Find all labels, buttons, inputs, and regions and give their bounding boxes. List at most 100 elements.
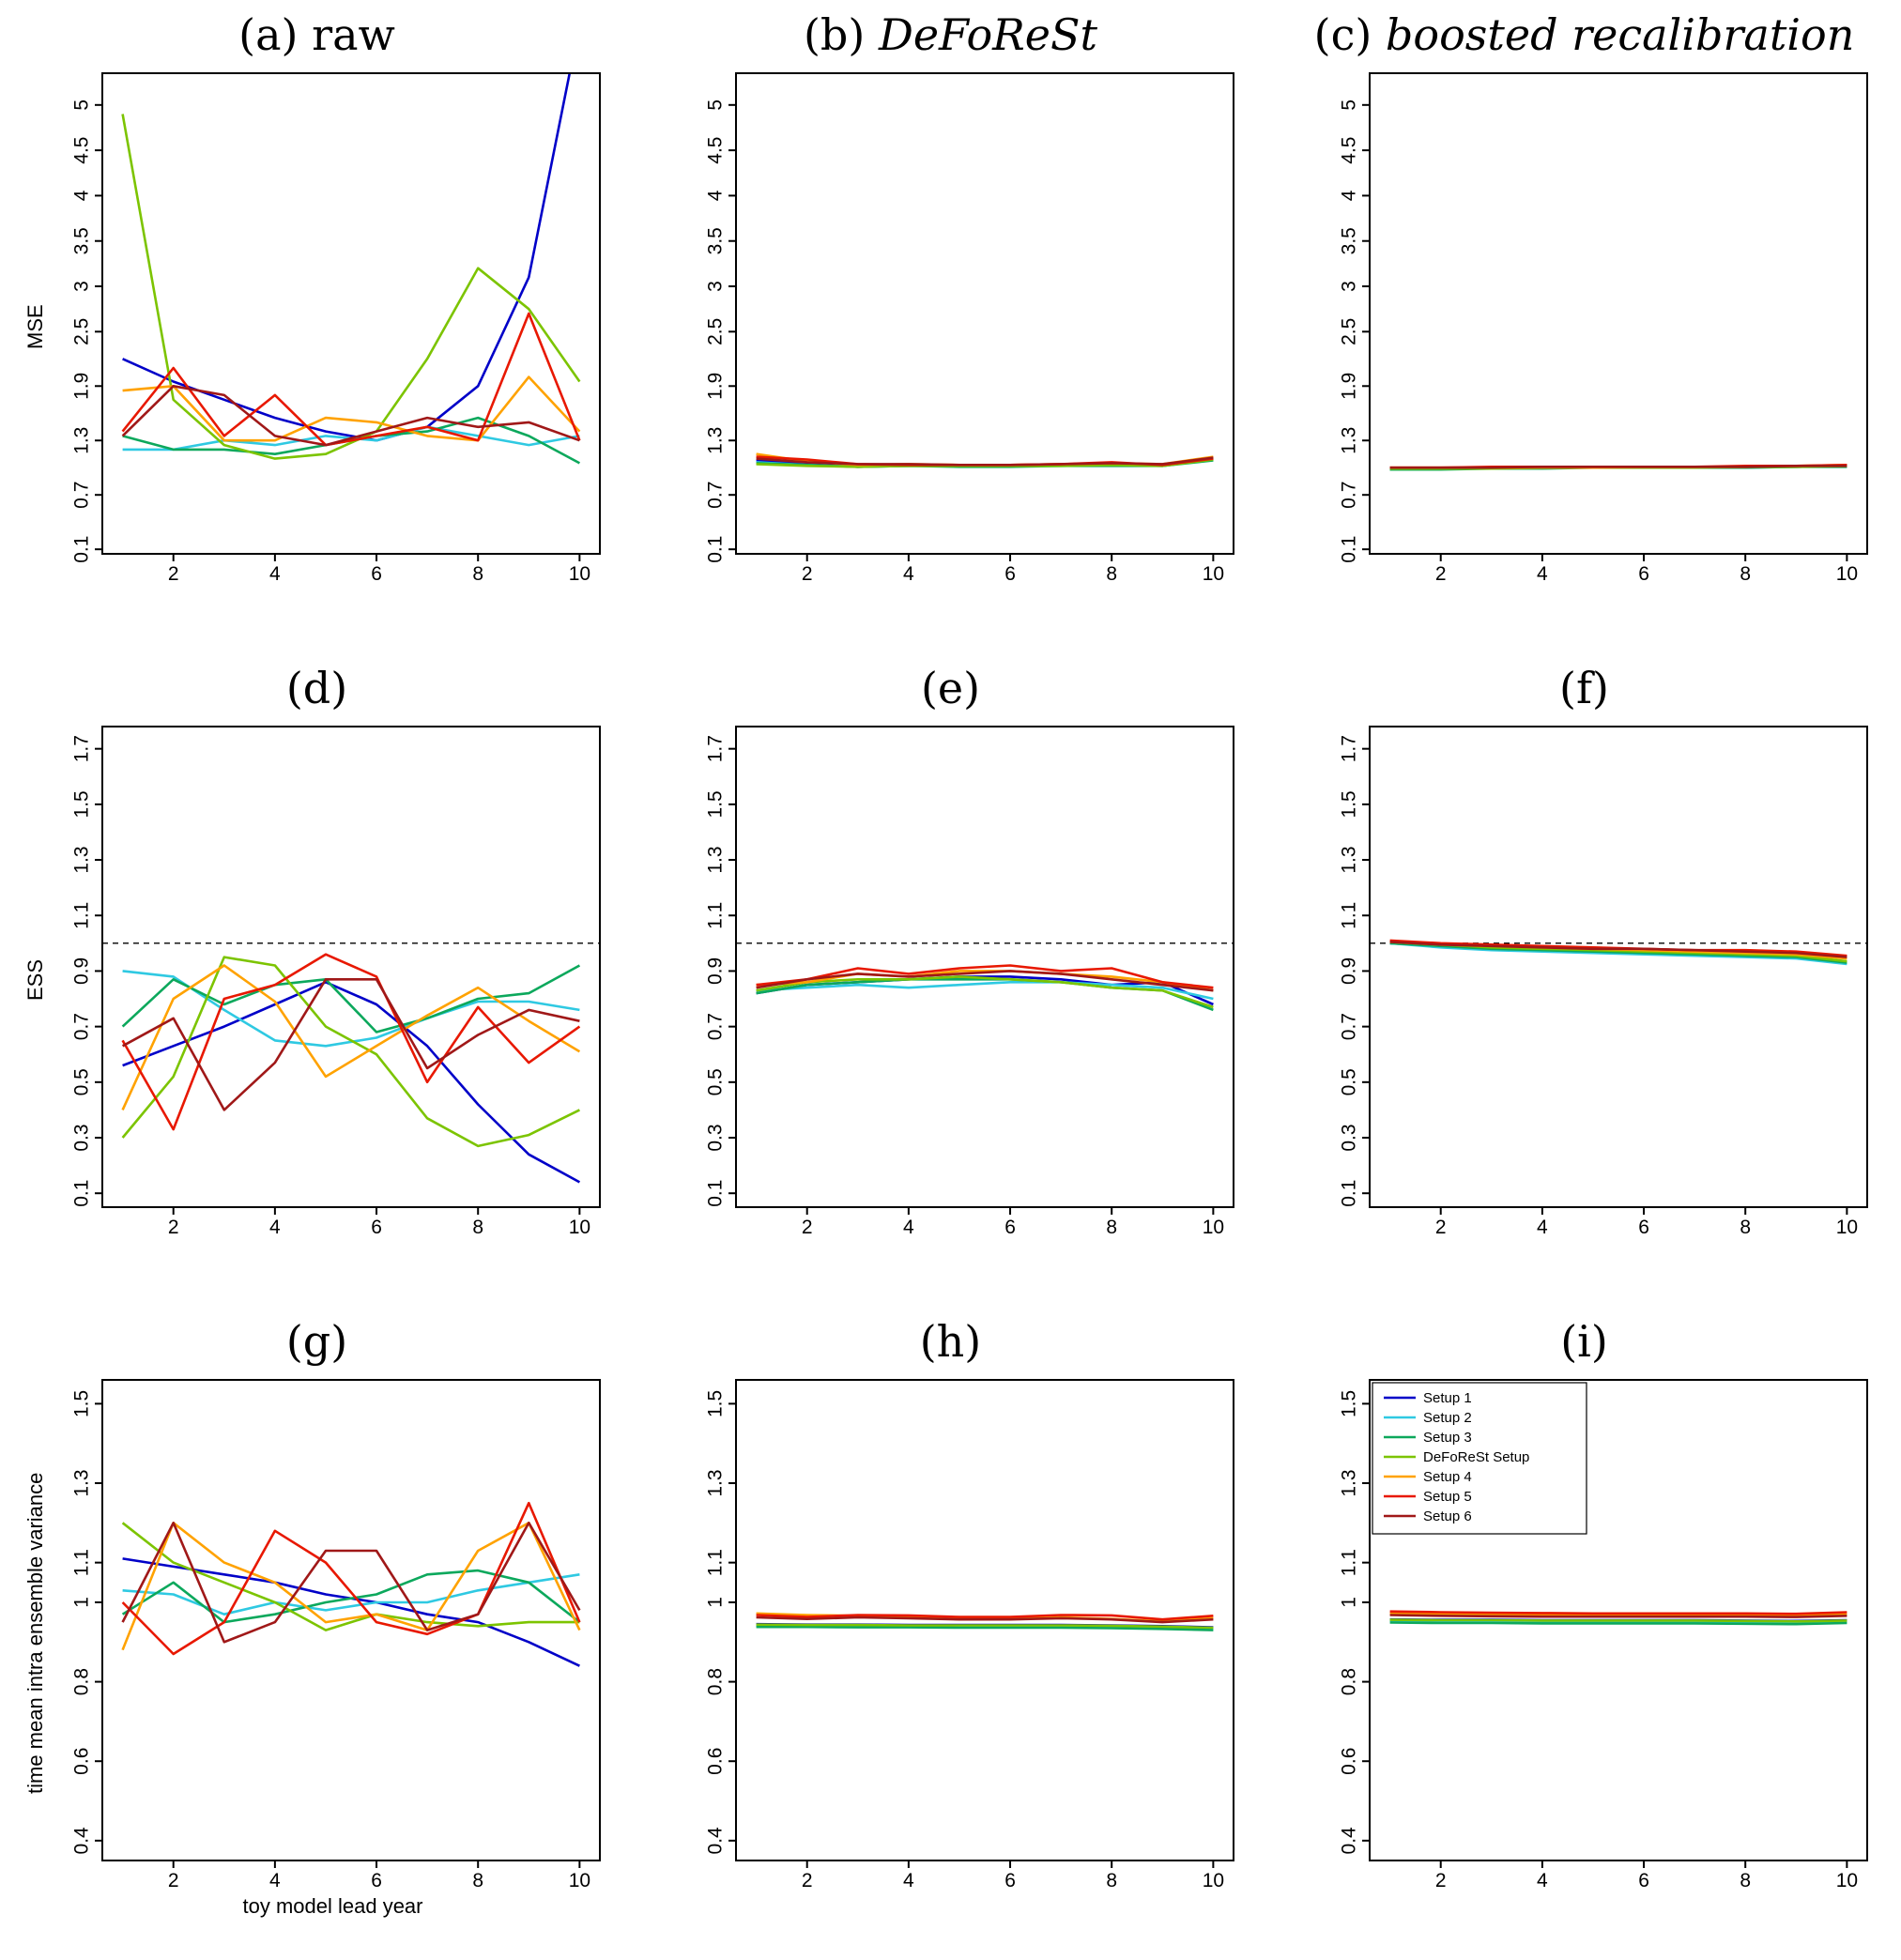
series-setup-6 [121,384,580,447]
x-axis-label [634,588,1267,616]
x-tick-label: 8 [472,1217,483,1238]
plot-box [734,726,1234,1208]
x-tick-label: 6 [1638,1217,1649,1238]
legend-label: Setup 1 [1423,1390,1472,1406]
series-setup-5 [121,312,581,447]
y-tick-label: 0.3 [704,1124,726,1151]
panel-a-plot: 0.1 0.7 1.3 1.9 2.5 3 3.5 4 4.5 5 2 4 6 8 10 [70,72,601,585]
plot-box [100,726,601,1208]
x-axis-label-lead-year: toy model lead year [242,1894,423,1918]
series-setup-3 [756,1625,1213,1631]
x-tick-label: 6 [1638,563,1649,585]
y-tick-label: 1.3 [70,846,92,873]
x-tick-label: 4 [269,1870,281,1891]
title-prefix: (c) [1313,9,1372,60]
series-deforest-setup [756,1623,1213,1630]
title-prefix: (f) [1559,663,1609,713]
y-tick-label: 1 [70,1597,92,1608]
x-tick-label: 8 [1106,1870,1117,1891]
legend-label: Setup 6 [1423,1508,1472,1524]
panel-c-title: (c) boosted recalibration [1267,4,1901,66]
y-tick-label: 5 [70,100,92,111]
x-tick-label: 2 [1434,1217,1446,1238]
y-tick-label: 1.5 [70,1390,92,1417]
x-tick-label: 4 [1537,1217,1548,1238]
x-tick-label: 2 [801,563,812,585]
legend-label: Setup 3 [1423,1430,1472,1446]
y-tick-label: 5 [1338,100,1359,111]
y-tick-label: 0.3 [1338,1124,1359,1151]
y-tick-label: 0.4 [704,1827,726,1855]
plot-box [734,1379,1234,1861]
y-tick-label: 1.3 [704,427,726,454]
panel-d: (d) ESS 0.1 0.3 0.5 0.7 0.9 1.1 1.3 1.5 1.7 2 4 6 8 10 [0,653,634,1307]
y-tick-label: 1.9 [704,373,726,400]
panel-h-title: (h) [634,1310,1267,1372]
y-tick-label: 1.1 [70,1549,92,1576]
y-axis-label [653,66,685,588]
x-axis-label [1267,1241,1901,1269]
panel-f-title: (f) [1267,657,1901,719]
series-setup-6 [120,1522,581,1644]
y-tick-label: 0.6 [704,1748,726,1775]
y-tick-label: 1.5 [704,790,726,818]
x-axis-label [634,1894,1267,1922]
series-setup-6 [1389,464,1847,469]
y-axis-label [653,1372,685,1894]
y-tick-label: 0.4 [1338,1827,1359,1855]
y-tick-label: 1.3 [1338,1469,1359,1496]
x-tick-label: 8 [1106,1217,1117,1238]
series-deforest-setup [1389,1618,1847,1623]
y-tick-label: 3 [70,281,92,292]
x-tick-label: 2 [167,563,178,585]
series-setup-1 [121,73,571,442]
x-tick-label: 4 [903,563,914,585]
legend-label: Setup 2 [1423,1410,1472,1426]
series-setup-2 [756,980,1214,1001]
series-setup-5 [121,1501,581,1656]
x-axis-label [1267,588,1901,616]
panel-f-plot: 0.1 0.3 0.5 0.7 0.9 1.1 1.3 1.5 1.7 2 4 6 8 10 [1338,726,1868,1238]
series-setup-3 [121,1569,580,1624]
legend-box [1371,1382,1587,1535]
series-setup-4 [121,375,580,442]
x-tick-label: 2 [167,1870,178,1891]
y-tick-label: 0.5 [70,1068,92,1095]
x-tick-label: 10 [1835,563,1857,585]
y-tick-label: 1.5 [70,790,92,818]
x-tick-label: 8 [1740,563,1751,585]
y-tick-label: 2.5 [1338,318,1359,345]
y-axis-label [1287,66,1319,588]
series-setup-3 [1389,942,1847,964]
y-tick-label: 0.3 [70,1124,92,1151]
series-setup-2 [121,1573,580,1616]
y-tick-label: 1.5 [704,1390,726,1417]
y-axis-label [1287,719,1319,1241]
y-tick-label: 1.5 [1338,1390,1359,1417]
y-axis-label-variance: time mean intra ensemble variance [23,1472,47,1795]
title-main: boosted recalibration [1385,9,1855,60]
x-tick-label: 8 [472,1870,483,1891]
series-setup-6 [1389,1614,1847,1618]
x-tick-label: 8 [472,563,483,585]
title-prefix: (b) [803,9,866,60]
x-axis-label [634,1241,1267,1269]
panel-f: (f) 0.1 0.3 0.5 0.7 0.9 1.1 1.3 1.5 1.7 2 4 6 8 10 [1267,653,1901,1307]
x-axis-label [0,1241,634,1269]
panel-d-title: (d) [0,657,634,719]
panel-e: (e) 0.1 0.3 0.5 0.7 0.9 1.1 1.3 1.5 1.7 2 4 6 8 10 [634,653,1267,1307]
legend-label: Setup 4 [1423,1469,1472,1485]
y-tick-label: 1.1 [704,1549,726,1576]
series-setup-6 [1389,941,1847,958]
x-tick-label: 6 [371,563,382,585]
series-setup-2 [121,970,580,1048]
title-prefix: (a) [238,9,299,60]
title-main: raw [312,9,395,60]
y-axis-label [1287,1372,1319,1894]
x-tick-label: 6 [1004,1217,1016,1238]
y-tick-label: 1.1 [704,902,726,929]
x-tick-label: 10 [1202,563,1223,585]
panel-c-plot: 0.1 0.7 1.3 1.9 2.5 3 3.5 4 4.5 5 2 4 6 8 10 [1338,72,1868,585]
panel-b: (b) DeFoReSt 0.1 0.7 1.3 1.9 2.5 3 3.5 4 4.5 5 2 4 6… [634,0,1267,653]
x-tick-label: 10 [1202,1217,1223,1238]
